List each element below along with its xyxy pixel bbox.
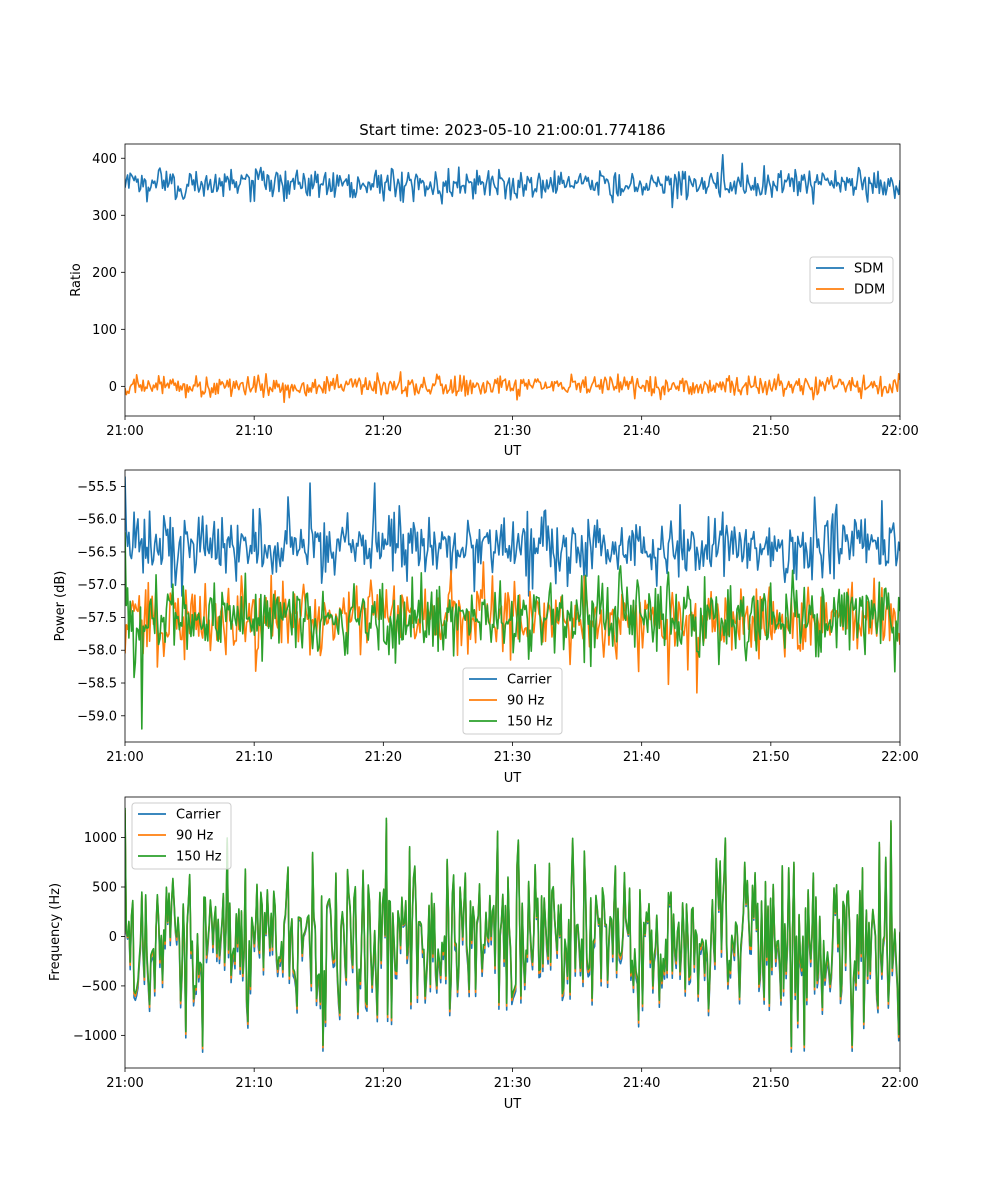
y-tick-label: −58.5: [77, 677, 117, 692]
legend-label: DDM: [854, 283, 885, 298]
series-line-150-hz: [125, 532, 900, 730]
y-tick-label: −56.5: [77, 545, 117, 560]
y-tick-label: 0: [109, 380, 117, 395]
chart-title: Start time: 2023-05-10 21:00:01.774186: [359, 121, 665, 139]
x-tick-label: 21:40: [623, 424, 660, 439]
x-tick-label: 21:10: [235, 750, 272, 765]
power-axis-ticks: 21:00 21:10 21:20 21:30 21:40 21:50 22:00 −59.0…: [77, 480, 919, 765]
x-tick-label: 22:00: [881, 424, 918, 439]
frequency-y-axis-label: Frequency (Hz): [48, 883, 63, 981]
ratio-legend: SDM DDM: [809, 256, 894, 304]
series-line-carrier: [125, 476, 900, 597]
legend-label: Carrier: [507, 673, 552, 688]
frequency-panel: 21:00 21:10 21:20 21:30 21:40 21:50 22:00 −1000…: [48, 796, 919, 1112]
y-tick-label: 100: [92, 323, 117, 338]
x-tick-label: 21:50: [752, 1076, 789, 1091]
legend-label: Carrier: [176, 808, 221, 823]
frequency-series-lines: [125, 807, 900, 1053]
ratio-x-axis-label: UT: [504, 444, 522, 459]
y-tick-label: −59.0: [77, 709, 117, 724]
power-series-lines: [125, 476, 900, 730]
y-tick-label: 0: [109, 930, 117, 945]
x-tick-label: 21:30: [494, 750, 531, 765]
power-legend: Carrier 90 Hz 150 Hz: [462, 667, 563, 735]
x-tick-label: 21:20: [365, 424, 402, 439]
legend-label: SDM: [854, 262, 883, 277]
ratio-panel: Start time: 2023-05-10 21:00:01.774186 2…: [69, 121, 919, 459]
y-tick-label: −500: [81, 979, 117, 994]
series-line-150-hz: [125, 807, 900, 1048]
x-tick-label: 21:10: [235, 1076, 272, 1091]
x-tick-label: 21:10: [235, 424, 272, 439]
legend-label: 90 Hz: [507, 694, 544, 709]
x-tick-label: 22:00: [881, 750, 918, 765]
y-tick-label: 200: [92, 266, 117, 281]
legend-label: 90 Hz: [176, 829, 213, 844]
legend-label: 150 Hz: [176, 850, 222, 865]
legend-box: [131, 802, 232, 870]
x-tick-label: 21:40: [623, 1076, 660, 1091]
y-tick-label: −57.5: [77, 611, 117, 626]
x-tick-label: 21:20: [365, 750, 402, 765]
x-tick-label: 22:00: [881, 1076, 918, 1091]
x-tick-label: 21:20: [365, 1076, 402, 1091]
ratio-axis-ticks: 21:00 21:10 21:20 21:30 21:40 21:50 22:00 0 100 2…: [92, 152, 919, 439]
y-tick-label: −55.5: [77, 480, 117, 495]
frequency-legend: Carrier 90 Hz 150 Hz: [131, 802, 232, 870]
y-tick-label: 1000: [84, 831, 117, 846]
series-line-sdm: [125, 154, 900, 209]
x-tick-label: 21:40: [623, 750, 660, 765]
y-tick-label: 300: [92, 209, 117, 224]
y-tick-label: −56.0: [77, 513, 117, 528]
x-tick-label: 21:30: [494, 424, 531, 439]
y-tick-label: 500: [92, 881, 117, 896]
series-line-ddm: [125, 371, 900, 404]
x-tick-label: 21:00: [106, 750, 143, 765]
power-y-axis-label: Power (dB): [53, 571, 68, 642]
legend-label: 150 Hz: [507, 715, 553, 730]
frequency-axis-ticks: 21:00 21:10 21:20 21:30 21:40 21:50 22:00 −1000…: [73, 831, 919, 1091]
x-tick-label: 21:30: [494, 1076, 531, 1091]
y-tick-label: −58.0: [77, 644, 117, 659]
y-tick-label: 400: [92, 152, 117, 167]
ratio-y-axis-label: Ratio: [69, 263, 84, 296]
legend-box: [462, 667, 563, 735]
x-tick-label: 21:00: [106, 424, 143, 439]
x-tick-label: 21:50: [752, 424, 789, 439]
power-panel: 21:00 21:10 21:20 21:30 21:40 21:50 22:00 −59.0…: [53, 469, 919, 786]
power-x-axis-label: UT: [504, 771, 522, 786]
y-tick-label: −57.0: [77, 578, 117, 593]
x-tick-label: 21:50: [752, 750, 789, 765]
x-tick-label: 21:00: [106, 1076, 143, 1091]
ratio-series-lines: [125, 154, 900, 404]
frequency-x-axis-label: UT: [504, 1097, 522, 1112]
y-tick-label: −1000: [73, 1029, 117, 1044]
